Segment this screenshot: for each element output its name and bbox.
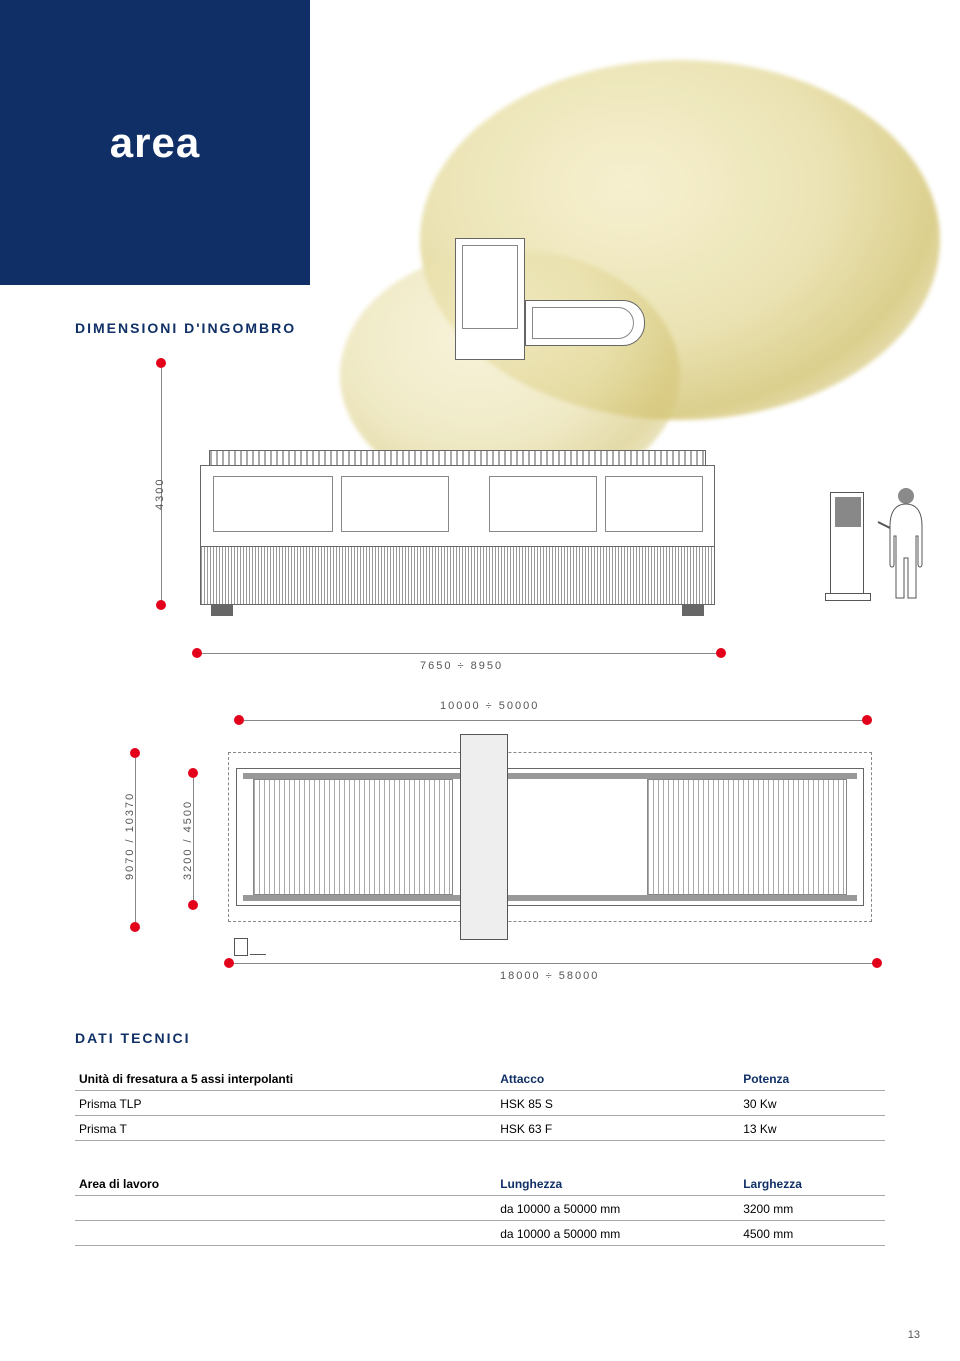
- page-title: area: [110, 119, 200, 167]
- table-header: Larghezza: [739, 1171, 885, 1196]
- table-cell: [75, 1195, 496, 1220]
- table-cell: da 10000 a 50000 mm: [496, 1195, 739, 1220]
- dim-label-inner-width: 10000 ÷ 50000: [440, 700, 539, 712]
- dim-marker: [716, 648, 726, 658]
- table-header: Potenza: [739, 1066, 885, 1091]
- plan-control-arm: [250, 954, 266, 955]
- machine-arm: [525, 300, 645, 346]
- dim-label-height: 4300: [154, 478, 166, 510]
- table-header: Attacco: [496, 1066, 739, 1091]
- table-row: da 10000 a 50000 mm 4500 mm: [75, 1220, 885, 1245]
- title-block: area: [0, 0, 310, 285]
- table-cell: 3200 mm: [739, 1195, 885, 1220]
- dim-label-outer-height: 9070 / 10370: [124, 792, 136, 880]
- heading-technical-data: DATI TECNICI: [75, 1030, 885, 1046]
- table-cell: 4500 mm: [739, 1220, 885, 1245]
- dim-marker: [862, 715, 872, 725]
- diagram-side-view: 4300 7650 ÷ 8950: [130, 360, 900, 670]
- machine-side-view: [200, 360, 715, 605]
- diagram-top-view: 9070 / 10370 3200 / 4500 18000 ÷ 58000: [130, 740, 900, 970]
- operator-icon: [830, 490, 940, 610]
- dim-marker: [234, 715, 244, 725]
- plan-gantry: [460, 734, 508, 940]
- dim-marker: [192, 648, 202, 658]
- table-header: Unità di fresatura a 5 assi interpolanti: [75, 1066, 496, 1091]
- table-header-row: Area di lavoro Lunghezza Larghezza: [75, 1171, 885, 1196]
- dim-line: [234, 963, 874, 964]
- table-header-row: Unità di fresatura a 5 assi interpolanti…: [75, 1066, 885, 1091]
- table-milling-units: Unità di fresatura a 5 assi interpolanti…: [75, 1066, 885, 1246]
- dim-marker: [130, 922, 140, 932]
- table-cell: 13 Kw: [739, 1116, 885, 1141]
- table-row: Prisma TLP HSK 85 S 30 Kw: [75, 1091, 885, 1116]
- table-row: da 10000 a 50000 mm 3200 mm: [75, 1195, 885, 1220]
- machine-tower: [455, 238, 525, 360]
- plan-machine: [236, 768, 864, 906]
- dim-marker: [188, 768, 198, 778]
- table-cell: Prisma T: [75, 1116, 496, 1141]
- dim-label-inner-height: 3200 / 4500: [182, 800, 194, 880]
- dim-marker: [130, 748, 140, 758]
- dim-marker: [188, 900, 198, 910]
- table-cell: 30 Kw: [739, 1091, 885, 1116]
- dim-marker: [224, 958, 234, 968]
- technical-data-section: DATI TECNICI Unità di fresatura a 5 assi…: [75, 1030, 885, 1246]
- table-header: Lunghezza: [496, 1171, 739, 1196]
- dim-label-width: 7650 ÷ 8950: [420, 660, 503, 672]
- heading-dimensions: DIMENSIONI D'INGOMBRO: [75, 320, 296, 336]
- table-cell: HSK 63 F: [496, 1116, 739, 1141]
- page-number: 13: [908, 1329, 920, 1341]
- dim-marker: [156, 358, 166, 368]
- dim-marker: [872, 958, 882, 968]
- table-cell: da 10000 a 50000 mm: [496, 1220, 739, 1245]
- table-cell: HSK 85 S: [496, 1091, 739, 1116]
- dim-label-outer-width: 18000 ÷ 58000: [500, 970, 599, 982]
- dim-line: [244, 720, 864, 721]
- table-cell: Prisma TLP: [75, 1091, 496, 1116]
- machine-body: [200, 465, 715, 605]
- table-cell: [75, 1220, 496, 1245]
- dim-marker: [156, 600, 166, 610]
- plan-control-icon: [234, 938, 248, 956]
- dim-line: [202, 653, 718, 654]
- table-row: Prisma T HSK 63 F 13 Kw: [75, 1116, 885, 1141]
- table-header: Area di lavoro: [75, 1171, 496, 1196]
